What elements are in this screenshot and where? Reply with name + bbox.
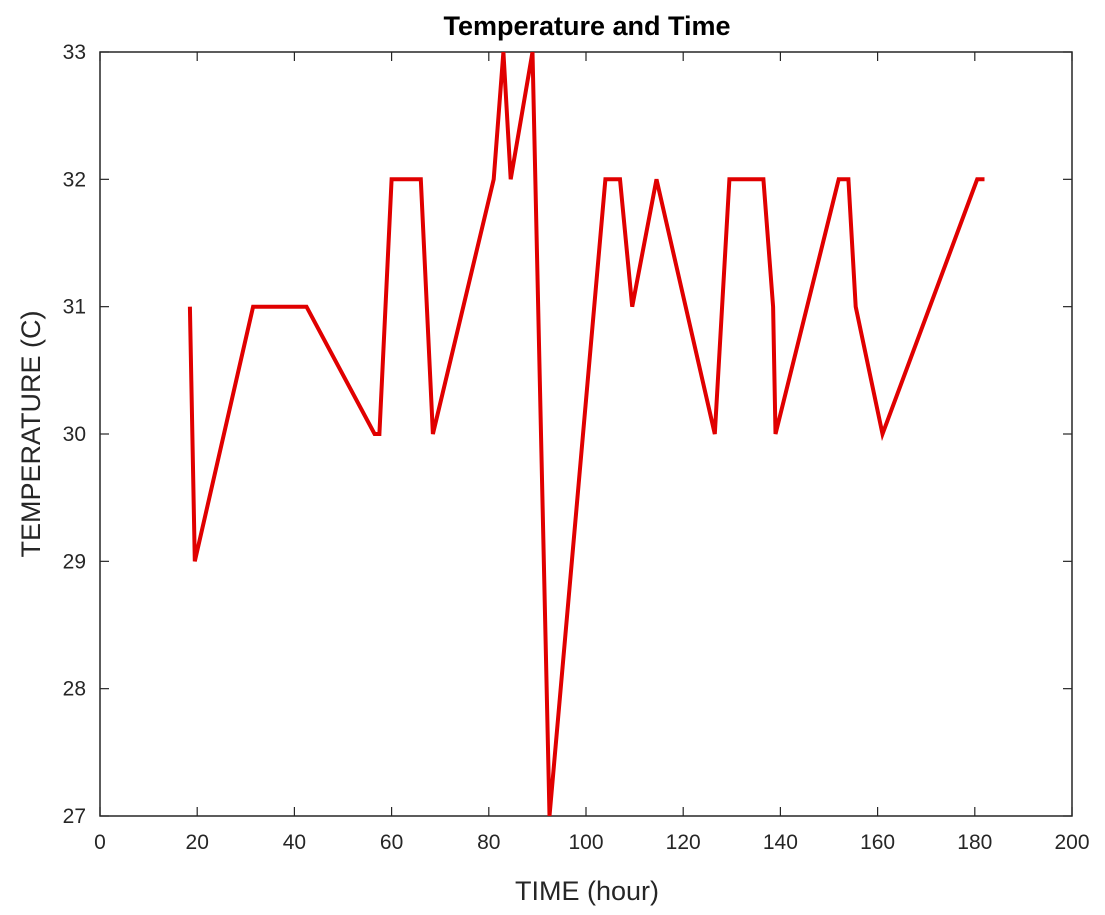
chart-title: Temperature and Time [443, 11, 730, 41]
series-layer [187, 52, 985, 816]
y-tick-label: 30 [63, 423, 86, 446]
y-tick-label: 28 [63, 678, 86, 701]
x-tick-label: 20 [186, 831, 209, 854]
y-axis-ticks: 27 28 29 30 31 32 33 [63, 41, 1072, 828]
x-tick-label: 0 [94, 831, 106, 854]
y-tick-label: 27 [63, 805, 86, 828]
x-tick-label: 140 [763, 831, 798, 854]
x-tick-label: 80 [477, 831, 500, 854]
x-tick-label: 100 [568, 831, 603, 854]
x-axis-ticks: 0 20 40 60 80 100 120 140 160 180 200 [94, 52, 1090, 854]
x-tick-label: 160 [860, 831, 895, 854]
y-tick-label: 33 [63, 41, 86, 64]
y-tick-label: 31 [63, 296, 86, 319]
x-tick-label: 40 [283, 831, 306, 854]
x-tick-label: 200 [1054, 831, 1089, 854]
y-axis-label: TEMPERATURE (C) [16, 311, 46, 558]
x-tick-label: 60 [380, 831, 403, 854]
axes-box [99, 51, 1073, 817]
x-tick-label: 120 [666, 831, 701, 854]
y-tick-label: 29 [63, 550, 86, 573]
x-tick-label: 180 [957, 831, 992, 854]
x-axis-label: TIME (hour) [515, 876, 659, 906]
y-tick-label: 32 [63, 168, 86, 191]
